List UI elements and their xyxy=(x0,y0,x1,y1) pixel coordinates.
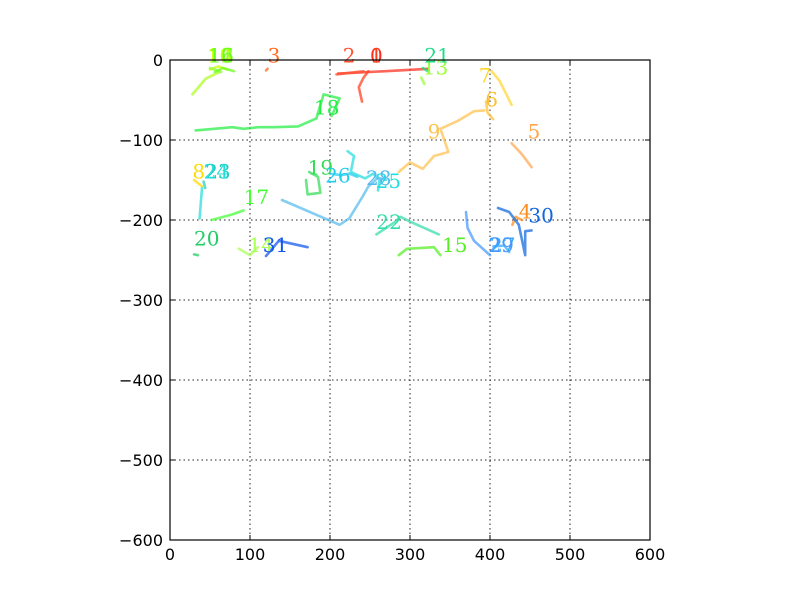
series-line-29 xyxy=(464,210,492,257)
series-line-22 xyxy=(375,215,441,236)
series-line-11 xyxy=(191,70,221,96)
series-line-8 xyxy=(192,178,204,188)
x-tick-label: 400 xyxy=(475,545,506,564)
x-tick-label: 600 xyxy=(635,545,666,564)
series-line-7 xyxy=(490,69,513,107)
series-line-26 xyxy=(328,172,359,179)
series-label-24: 24 xyxy=(204,159,229,183)
series-label-31: 31 xyxy=(263,233,288,257)
series-label-11: 11 xyxy=(208,43,233,67)
series-label-26: 26 xyxy=(325,163,350,187)
y-tick-label: −400 xyxy=(119,371,163,390)
x-tick-label: 200 xyxy=(315,545,346,564)
x-tick-label: 100 xyxy=(235,545,266,564)
series-label-0: 0 xyxy=(370,43,383,67)
series-line-6 xyxy=(484,100,495,121)
series-label-8: 8 xyxy=(192,159,205,183)
series-label-28: 28 xyxy=(366,166,391,190)
y-tick-label: −300 xyxy=(119,291,163,310)
series-label-30: 30 xyxy=(528,203,553,227)
series-label-19: 19 xyxy=(308,155,333,179)
x-tick-label: 500 xyxy=(555,545,586,564)
series-line-1 xyxy=(357,69,370,103)
series-label-9: 9 xyxy=(428,119,441,143)
y-tick-label: 0 xyxy=(153,51,163,70)
series-line-15 xyxy=(397,245,442,257)
series-label-29: 29 xyxy=(488,233,513,257)
axis-ticks: 0 100 200 300 400 500 600 0 −100 −200 −300 −400 −500… xyxy=(119,51,665,564)
series-line-30 xyxy=(496,206,533,257)
series-line-4 xyxy=(511,215,524,227)
series-label-14: 14 xyxy=(248,233,273,257)
series-line-18 xyxy=(194,93,341,132)
series-line-19 xyxy=(304,170,322,196)
series-label-6: 6 xyxy=(485,87,498,111)
series-line-5 xyxy=(510,141,533,169)
grid xyxy=(170,60,650,540)
series-label-1: 1 xyxy=(370,43,383,67)
series-label-25: 25 xyxy=(376,169,401,193)
y-tick-label: −100 xyxy=(119,131,163,150)
series-line-28 xyxy=(280,176,388,227)
series-label-22: 22 xyxy=(376,210,401,234)
series-label-16: 16 xyxy=(208,43,233,67)
series-label-7: 7 xyxy=(479,63,492,87)
series-line-13 xyxy=(419,76,426,86)
series-label-21: 21 xyxy=(424,43,449,67)
series-line-14 xyxy=(237,245,260,257)
series-label-18: 18 xyxy=(314,95,339,119)
series-line-25 xyxy=(346,149,381,192)
x-tick-label: 0 xyxy=(165,545,175,564)
series-label-12: 12 xyxy=(208,43,233,67)
series-line-3 xyxy=(264,67,269,72)
y-tick-label: −600 xyxy=(119,531,163,550)
series-label-15: 15 xyxy=(442,233,467,257)
series-line-17 xyxy=(210,209,245,222)
series-label-3: 3 xyxy=(268,43,281,67)
series-group xyxy=(191,65,533,258)
series-line-20 xyxy=(192,253,200,257)
series-line-9 xyxy=(397,109,486,174)
series-label-10: 10 xyxy=(207,43,232,67)
series-line-23 xyxy=(202,180,207,190)
series-line-21 xyxy=(421,66,429,73)
series-label-4: 4 xyxy=(519,199,532,223)
series-line-16 xyxy=(213,66,236,74)
series-line-31 xyxy=(264,239,309,258)
series-line-12 xyxy=(208,66,223,74)
y-tick-label: −200 xyxy=(119,211,163,230)
series-label-5: 5 xyxy=(528,119,541,143)
series-label-20: 20 xyxy=(194,227,219,251)
series-line-2 xyxy=(335,69,365,76)
series-label-17: 17 xyxy=(244,185,269,209)
series-label-27: 27 xyxy=(490,233,515,257)
series-line-27 xyxy=(491,244,511,254)
y-tick-label: −500 xyxy=(119,451,163,470)
series-label-23: 23 xyxy=(205,159,230,183)
series-label-2: 2 xyxy=(343,43,356,67)
x-tick-label: 300 xyxy=(395,545,426,564)
series-line-24 xyxy=(198,186,204,220)
